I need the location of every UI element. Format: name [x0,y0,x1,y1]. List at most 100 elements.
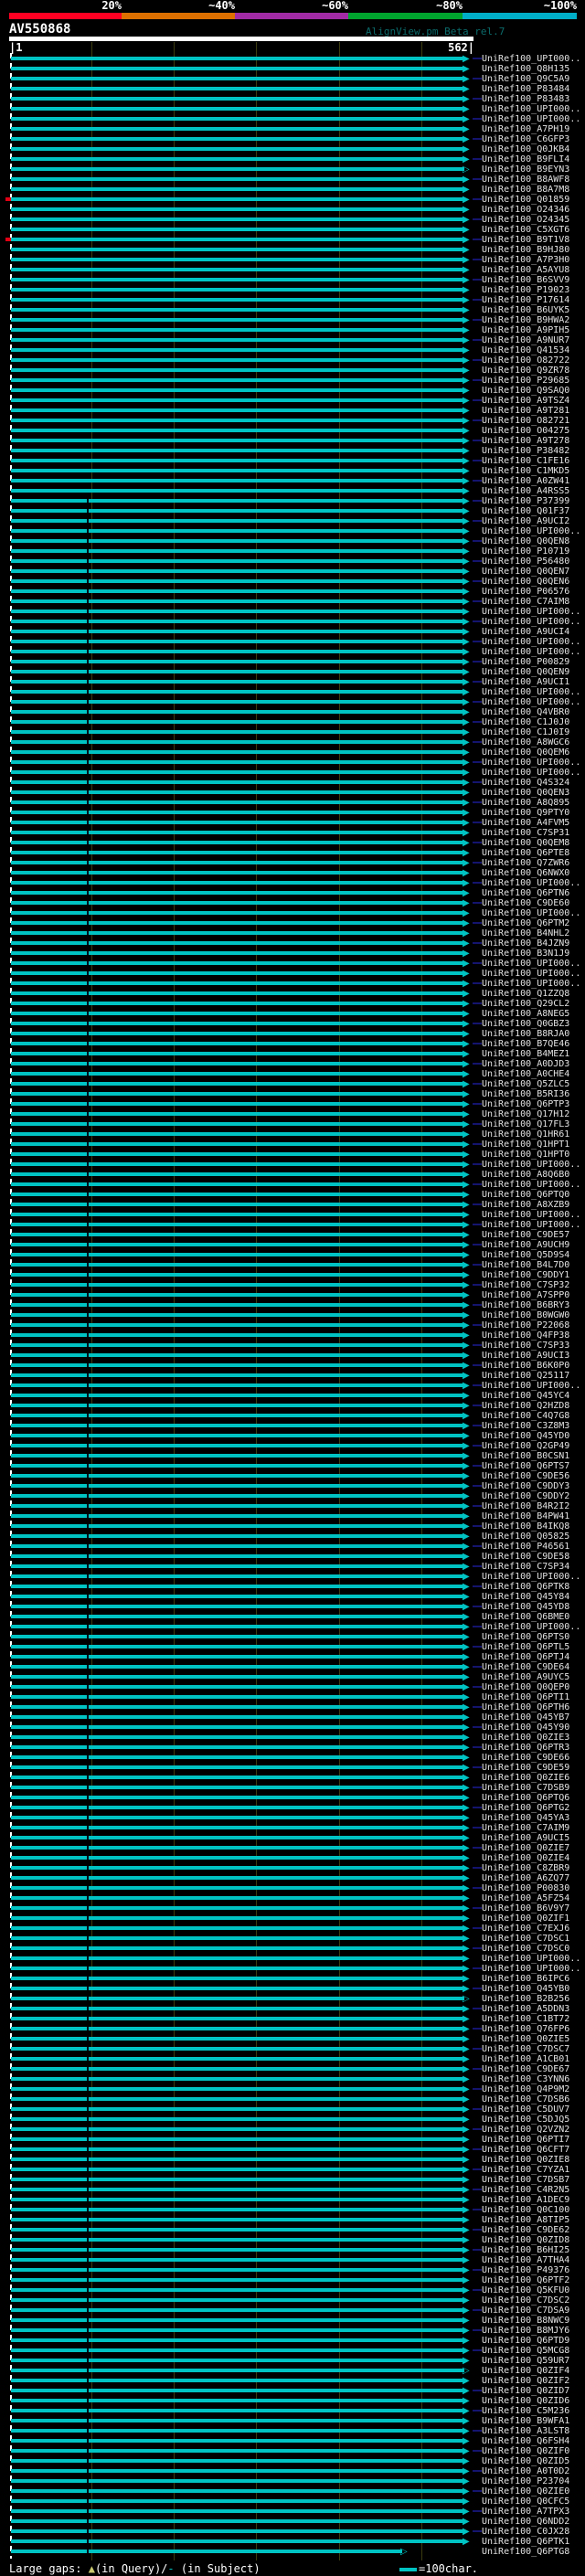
hit-bar[interactable] [11,650,464,653]
hit-label[interactable]: UniRef100_Q0QEN9 [482,667,570,677]
hit-bar[interactable] [11,2298,464,2302]
hit-label[interactable]: UniRef100_UPI000.. [482,969,581,979]
hit-label[interactable]: UniRef100_B0CSN1 [482,1451,570,1461]
hit-label[interactable]: UniRef100_P83484 [482,84,570,94]
hit-label[interactable]: UniRef100_A0ZW41 [482,476,570,486]
hit-label[interactable]: UniRef100_A8TIP5 [482,2215,570,2225]
hit-label[interactable]: UniRef100_C3Z8M3 [482,1421,570,1431]
hit-bar[interactable] [11,2107,464,2111]
hit-label[interactable]: UniRef100_P29685 [482,376,570,386]
hit-label[interactable]: UniRef100_B9FLI4 [482,154,570,164]
hit-label[interactable]: UniRef100_Q0ZIE3 [482,1733,570,1743]
hit-label[interactable]: UniRef100_Q4P9M2 [482,2084,570,2094]
hit-label[interactable]: UniRef100_Q6PTG8 [482,2547,570,2557]
hit-bar[interactable] [11,1906,464,1910]
hit-label[interactable]: UniRef100_B4JZN9 [482,938,570,949]
hit-bar[interactable] [11,2178,464,2181]
hit-bar[interactable] [11,2278,464,2282]
hit-bar[interactable] [11,408,464,412]
hit-bar[interactable] [11,2027,464,2030]
hit-label[interactable]: UniRef100_B2B256 [482,1994,570,2004]
hit-bar[interactable] [11,1846,464,1850]
hit-bar[interactable] [11,539,464,543]
hit-label[interactable]: UniRef100_A0CHE4 [482,1069,570,1079]
hit-bar[interactable] [11,1946,464,1950]
hit-label[interactable]: UniRef100_C5XGT6 [482,225,570,235]
hit-label[interactable]: UniRef100_Q0ZID6 [482,2396,570,2406]
hit-label[interactable]: UniRef100_Q8H135 [482,64,570,74]
hit-label[interactable]: UniRef100_UPI000.. [482,697,581,707]
hit-label[interactable]: UniRef100_Q0QEN6 [482,577,570,587]
hit-bar[interactable] [11,288,464,292]
hit-bar[interactable] [11,780,464,784]
hit-label[interactable]: UniRef100_Q0ZIF4 [482,2366,570,2376]
hit-bar[interactable] [11,1022,464,1025]
hit-label[interactable]: UniRef100_A9UCH9 [482,1240,570,1250]
hit-label[interactable]: UniRef100_A5FZ54 [482,1893,570,1903]
hit-label[interactable]: UniRef100_O04275 [482,426,570,436]
hit-bar[interactable] [11,1615,464,1618]
hit-label[interactable]: UniRef100_C5DJQ5 [482,2115,570,2125]
hit-label[interactable]: UniRef100_Q45YD8 [482,1602,570,1612]
hit-bar[interactable] [11,861,464,864]
hit-label[interactable]: UniRef100_C7SP34 [482,1562,570,1572]
hit-bar[interactable] [11,1625,464,1628]
hit-label[interactable]: UniRef100_Q6PTN6 [482,888,570,898]
hit-label[interactable]: UniRef100_C9DE58 [482,1552,570,1562]
hit-label[interactable]: UniRef100_Q45Y90 [482,1723,570,1733]
hit-bar[interactable] [11,1142,464,1146]
hit-bar[interactable] [11,2127,464,2131]
hit-bar[interactable] [11,1062,464,1065]
hit-label[interactable]: UniRef100_A5AYU8 [482,265,570,275]
hit-bar[interactable] [11,298,464,302]
hit-bar[interactable] [11,499,464,503]
hit-bar[interactable] [11,1876,464,1880]
hit-label[interactable]: UniRef100_C1J0J0 [482,717,570,727]
hit-bar[interactable] [11,1002,464,1005]
hit-label[interactable]: UniRef100_A8Q895 [482,798,570,808]
hit-bar[interactable] [11,2097,464,2101]
hit-label[interactable]: UniRef100_Q0QEN7 [482,567,570,577]
hit-label[interactable]: UniRef100_C7AIM9 [482,1823,570,1833]
hit-label[interactable]: UniRef100_B8A7M8 [482,185,570,195]
hit-bar[interactable] [11,439,464,442]
hit-label[interactable]: UniRef100_A1CB01 [482,2054,570,2064]
hit-bar[interactable] [11,610,464,613]
hit-bar[interactable] [11,1052,464,1055]
hit-label[interactable]: UniRef100_Q0ZIE6 [482,1773,570,1783]
hit-label[interactable]: UniRef100_A9UCI5 [482,1833,570,1843]
hit-label[interactable]: UniRef100_A8WGC6 [482,737,570,747]
hit-label[interactable]: UniRef100_Q0ZIE8 [482,2155,570,2165]
hit-bar[interactable] [11,2318,464,2322]
hit-bar[interactable] [11,1373,464,1377]
hit-bar[interactable] [11,1524,464,1528]
hit-bar[interactable] [11,2459,464,2463]
hit-label[interactable]: UniRef100_Q6FSH4 [482,2436,570,2446]
hit-label[interactable]: UniRef100_C7DSB7 [482,2175,570,2185]
hit-bar[interactable] [11,931,464,935]
hit-label[interactable]: UniRef100_Q2GP49 [482,1441,570,1451]
hit-bar[interactable] [11,941,464,945]
hit-label[interactable]: UniRef100_B9HJ80 [482,245,570,255]
hit-label[interactable]: UniRef100_Q4FP38 [482,1330,570,1341]
hit-label[interactable]: UniRef100_P06576 [482,587,570,597]
hit-bar[interactable] [11,137,464,141]
hit-label[interactable]: UniRef100_Q29CL2 [482,999,570,1009]
hit-bar[interactable] [11,1866,464,1870]
hit-bar[interactable] [11,398,464,402]
hit-label[interactable]: UniRef100_C7DSC0 [482,1944,570,1954]
hit-label[interactable]: UniRef100_P38482 [482,446,570,456]
hit-label[interactable]: UniRef100_B3N1J9 [482,949,570,959]
hit-bar[interactable] [11,579,464,583]
hit-bar[interactable] [11,1283,464,1287]
hit-label[interactable]: UniRef100_Q0ZIF2 [482,2376,570,2386]
hit-label[interactable]: UniRef100_Q6PTM2 [482,918,570,928]
hit-bar[interactable] [11,248,464,251]
hit-label[interactable]: UniRef100_UPI000.. [482,959,581,969]
hit-label[interactable]: UniRef100_A1DEC9 [482,2195,570,2205]
hit-bar[interactable] [11,1233,464,1236]
hit-bar[interactable] [11,388,464,392]
hit-label[interactable]: UniRef100_Q0QEN3 [482,788,570,798]
hit-bar[interactable] [11,2248,464,2252]
hit-label[interactable]: UniRef100_P37399 [482,496,570,506]
